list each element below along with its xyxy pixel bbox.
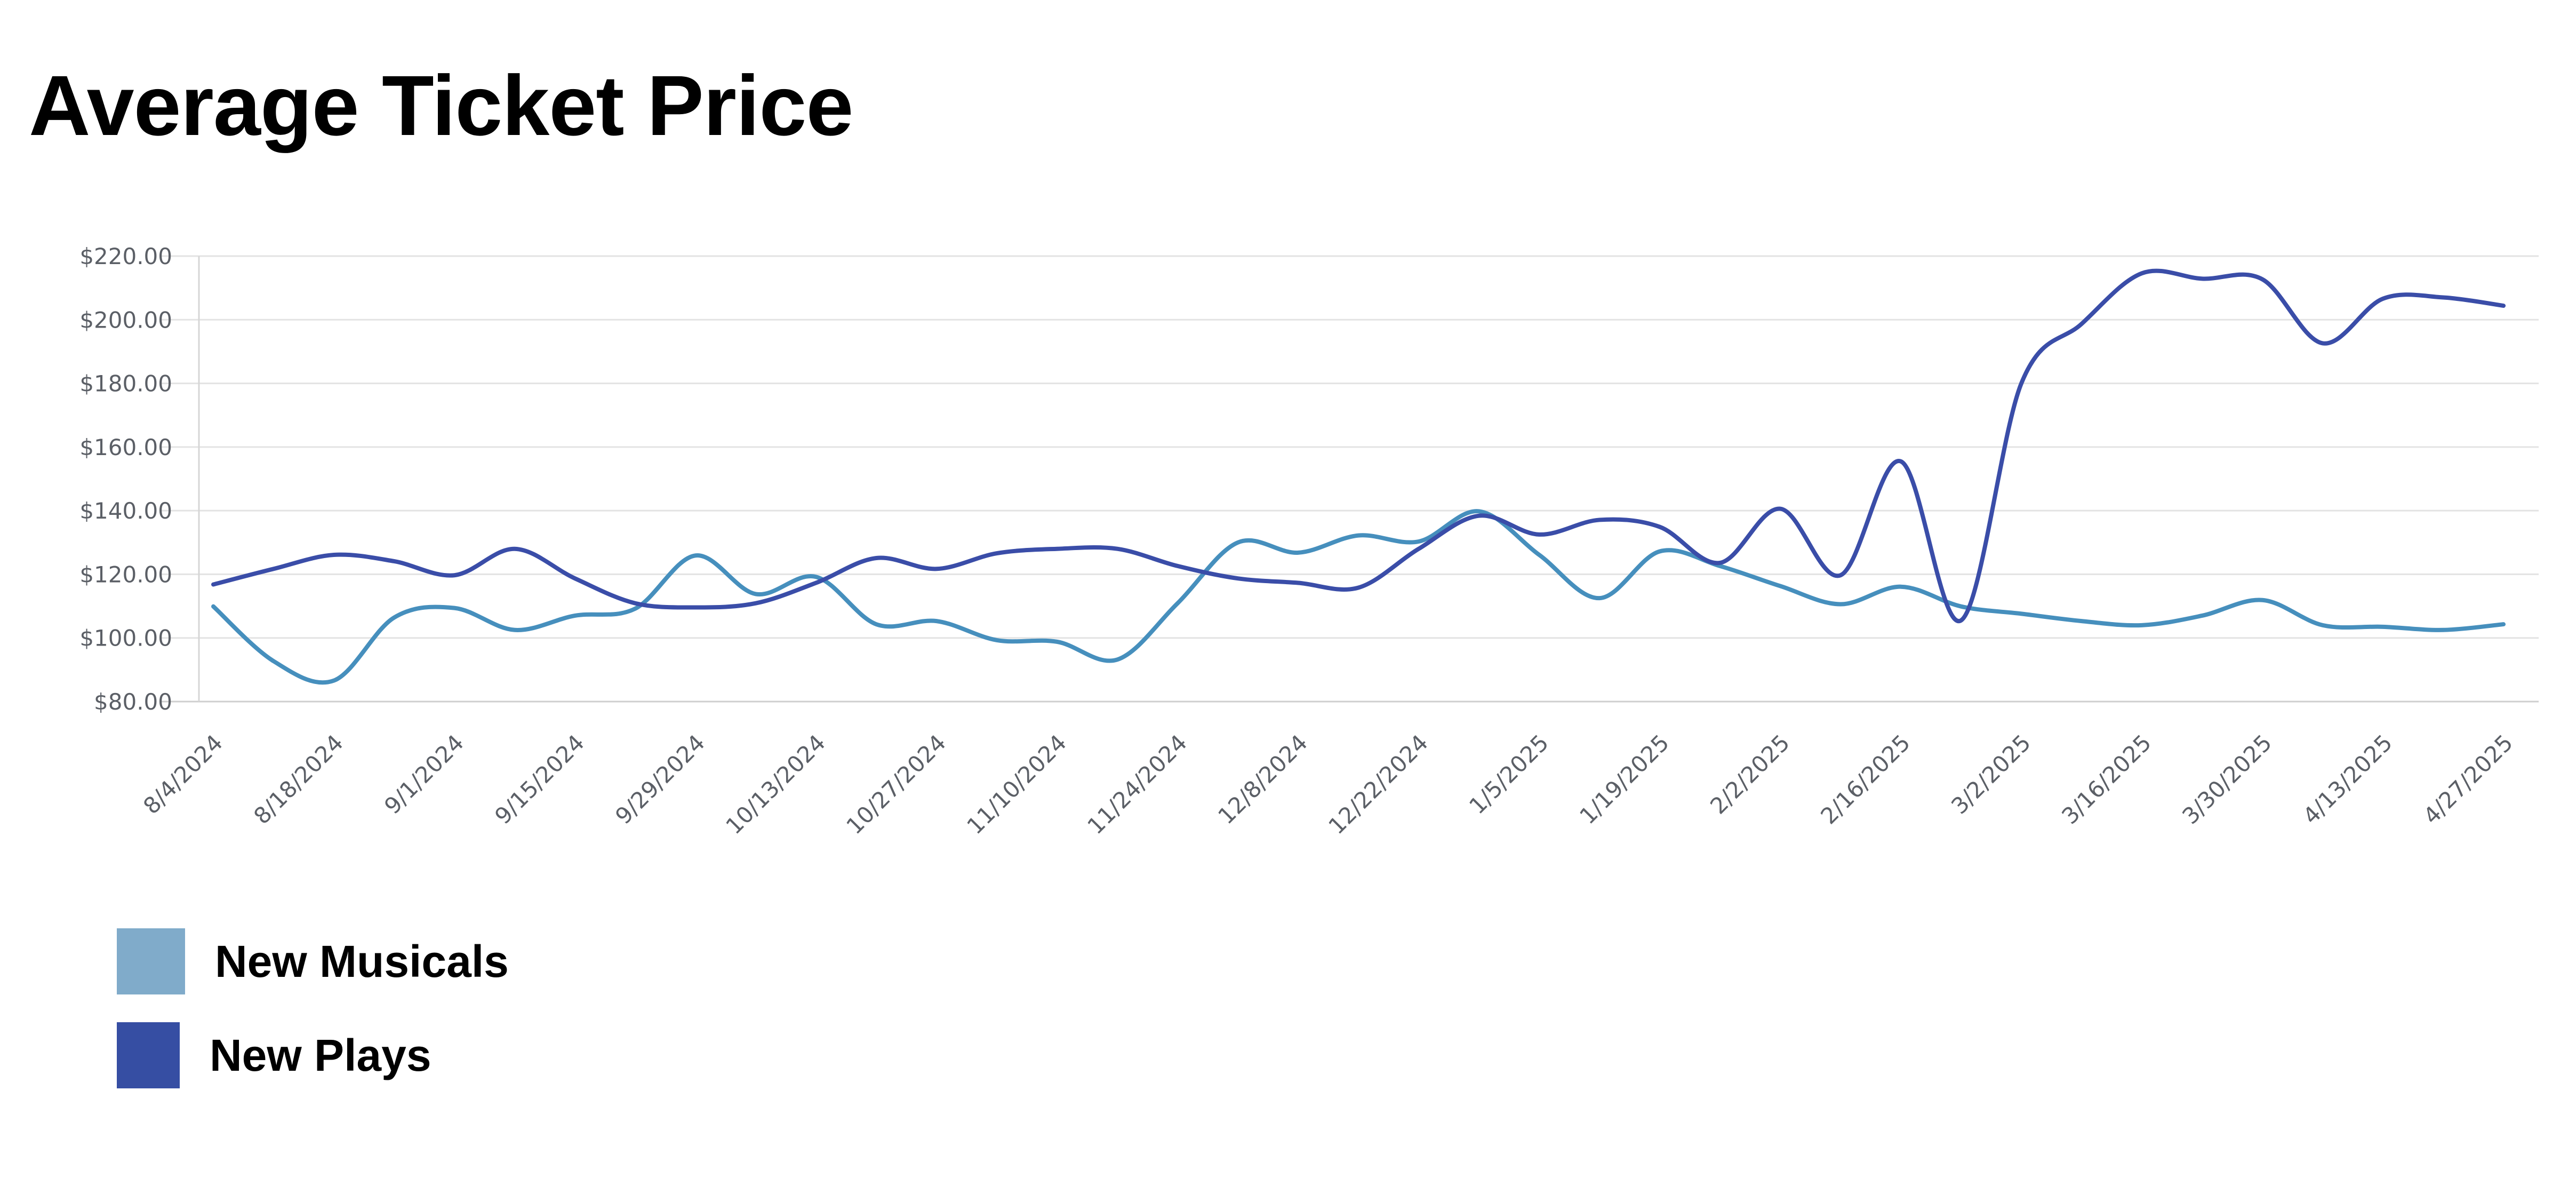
x-tick-label: 8/4/2024 <box>138 729 228 819</box>
y-tick-label: $180.00 <box>79 371 172 397</box>
x-tick-label: 9/15/2024 <box>490 729 589 829</box>
x-axis-labels: 8/4/2024 8/18/2024 9/1/2024 9/15/2024 9/29/2… <box>138 729 2518 839</box>
series-new-musicals <box>211 509 2506 685</box>
x-tick-label: 4/13/2025 <box>2298 729 2397 829</box>
y-tick-label: $140.00 <box>79 498 172 524</box>
gridlines <box>160 255 2539 703</box>
series-line <box>211 268 2506 624</box>
x-tick-label: 12/8/2024 <box>1213 729 1313 829</box>
y-tick-label: $80.00 <box>94 689 172 715</box>
legend-label: New Musicals <box>215 936 509 986</box>
legend-label: New Plays <box>210 1030 431 1080</box>
x-tick-label: 10/13/2024 <box>721 729 830 839</box>
x-tick-label: 2/2/2025 <box>1705 729 1795 819</box>
x-tick-label: 3/2/2025 <box>1946 729 2036 819</box>
y-axis-labels: $80.00 $100.00 $120.00 $140.00 $160.00 $180.0… <box>79 243 172 715</box>
y-tick-label: $120.00 <box>79 561 172 587</box>
x-tick-label: 9/29/2024 <box>610 729 710 829</box>
series-line <box>211 509 2506 685</box>
x-tick-label: 1/5/2025 <box>1464 729 1554 819</box>
legend-item-new-musicals: New Musicals <box>117 928 509 994</box>
x-tick-label: 11/10/2024 <box>962 729 1071 839</box>
x-tick-label: 9/1/2024 <box>379 729 469 819</box>
x-tick-label: 4/27/2025 <box>2418 729 2518 829</box>
y-tick-label: $220.00 <box>79 243 172 269</box>
x-tick-label: 11/24/2024 <box>1082 729 1192 839</box>
legend-item-new-plays: New Plays <box>117 1022 431 1088</box>
series-new-plays <box>211 268 2506 624</box>
x-tick-label: 8/18/2024 <box>249 729 348 829</box>
y-tick-label: $160.00 <box>79 434 172 460</box>
chart-title: Average Ticket Price <box>29 58 853 153</box>
x-tick-label: 10/27/2024 <box>841 729 951 839</box>
legend-swatch-new-plays <box>117 1022 180 1088</box>
x-tick-label: 1/19/2025 <box>1574 729 1674 829</box>
legend-swatch-new-musicals <box>117 928 185 994</box>
x-tick-label: 3/30/2025 <box>2177 729 2277 829</box>
x-tick-label: 12/22/2024 <box>1323 729 1433 839</box>
x-tick-label: 2/16/2025 <box>1815 729 1915 829</box>
y-tick-label: $200.00 <box>79 307 172 333</box>
x-tick-label: 3/16/2025 <box>2057 729 2156 829</box>
series-lines <box>211 268 2506 685</box>
y-tick-label: $100.00 <box>79 625 172 651</box>
